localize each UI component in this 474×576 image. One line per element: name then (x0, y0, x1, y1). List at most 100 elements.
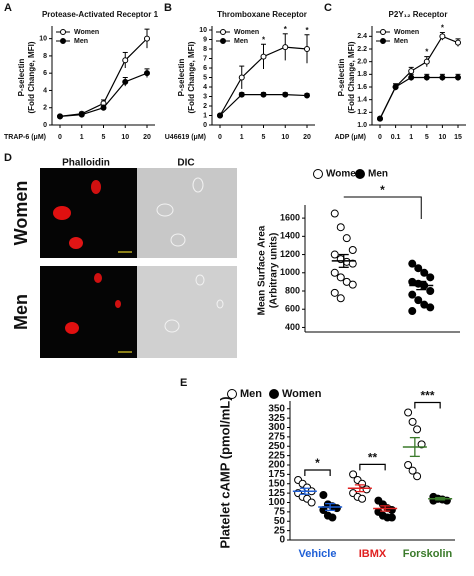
data-point (330, 288, 339, 297)
y-tick-label: 1600 (280, 212, 300, 222)
y-tick-label: 275 (268, 432, 285, 443)
significance-bracket (304, 469, 331, 476)
data-point (377, 115, 383, 122)
y-tick-label: 75 (274, 507, 286, 518)
legend-label: Women (234, 29, 259, 36)
significance-bracket (414, 401, 441, 409)
data-point (349, 470, 358, 479)
legend-marker (60, 29, 66, 35)
y-tick-label: 125 (268, 488, 285, 499)
x-tick-label: 20 (143, 134, 151, 141)
data-point (455, 39, 461, 46)
significance: ** (368, 451, 378, 465)
cell-outline (195, 274, 205, 286)
cell-outline (192, 177, 204, 193)
legend-label: Women (74, 29, 99, 36)
x-tick-label: Vehicle (299, 548, 337, 560)
cell (115, 300, 121, 308)
data-point (404, 408, 413, 417)
data-point (423, 74, 430, 81)
cell-outline (170, 233, 186, 247)
data-point (358, 494, 367, 503)
significance-bracket (343, 196, 422, 219)
cell (91, 180, 101, 194)
data-point (144, 70, 150, 77)
y-tick-label: 225 (268, 450, 285, 461)
data-point (336, 294, 345, 303)
data-point (417, 440, 426, 449)
y-tick-label: 1.8 (357, 71, 367, 78)
legend-label: Men (368, 169, 388, 180)
data-point (282, 91, 289, 98)
data-point (387, 513, 396, 522)
x-tick-label: 10 (121, 134, 129, 141)
y-axis-label: (Fold Change, MFI) (347, 41, 356, 113)
y-tick-label: 325 (268, 413, 285, 424)
series-line (379, 76, 458, 119)
micrograph-women (40, 168, 237, 258)
data-point (414, 264, 423, 273)
data-point (408, 259, 417, 268)
y-tick-label: 350 (268, 403, 285, 414)
legend-label: Men (234, 38, 248, 45)
y-axis-label: Mean Surface Area (257, 225, 268, 315)
data-point (426, 273, 435, 282)
significance: * (425, 48, 429, 57)
legend-label: Men (394, 38, 408, 45)
y-tick-label: 6 (43, 70, 47, 77)
chart-title: P2Y₁₂ Receptor (389, 10, 448, 19)
y-tick-label: 1.0 (357, 122, 367, 129)
data-point (144, 35, 150, 42)
data-point (348, 246, 357, 254)
data-point (122, 78, 129, 85)
data-point (414, 296, 423, 305)
y-tick-label: 6 (203, 65, 207, 72)
y-tick-label: 2.0 (357, 59, 367, 66)
data-point (330, 250, 339, 259)
y-tick-label: 1 (203, 112, 207, 119)
data-point (336, 223, 345, 232)
y-tick-label: 8 (43, 53, 47, 60)
image-row-label: Men (11, 294, 31, 330)
legend-marker (60, 38, 66, 44)
significance: * (262, 35, 266, 44)
legend-label: Men (74, 38, 88, 45)
y-tick-label: 800 (285, 285, 300, 295)
data-point (307, 498, 316, 507)
significance: * (305, 26, 309, 35)
y-tick-label: 5 (203, 74, 207, 81)
data-point (238, 74, 245, 81)
fluorescence-image (40, 266, 137, 358)
data-point (439, 74, 446, 81)
dic-image (137, 168, 237, 258)
data-point (342, 234, 351, 243)
legend-label: Women (394, 29, 419, 36)
cell (69, 237, 83, 249)
x-tick-label: 1 (409, 134, 413, 141)
x-tick-label: 0.1 (391, 134, 401, 141)
image-row-label: Women (11, 181, 31, 246)
data-point (392, 84, 399, 90)
y-tick-label: 25 (274, 525, 286, 536)
y-tick-label: 100 (268, 497, 285, 508)
data-point (387, 506, 396, 514)
y-tick-label: 175 (268, 469, 285, 480)
x-tick-label: 10 (281, 134, 289, 141)
y-tick-label: 8 (203, 46, 207, 53)
y-tick-label: 9 (203, 36, 207, 43)
legend-label: Women (326, 169, 362, 180)
data-point (78, 111, 85, 118)
data-point (330, 268, 339, 277)
panel-letter: C (324, 2, 332, 14)
y-axis-label: P-selectin (17, 58, 26, 96)
y-tick-label: 300 (268, 422, 285, 433)
data-point (426, 287, 435, 295)
y-tick-label: 7 (203, 55, 207, 62)
y-tick-label: 1400 (280, 231, 300, 241)
data-point (404, 461, 413, 469)
x-tick-label: 5 (102, 134, 106, 141)
image-column-label: DIC (177, 158, 194, 169)
y-tick-label: 0 (203, 122, 207, 129)
cell-outline (164, 319, 180, 333)
chart-title: Protease-Activated Receptor 1 (42, 10, 159, 19)
